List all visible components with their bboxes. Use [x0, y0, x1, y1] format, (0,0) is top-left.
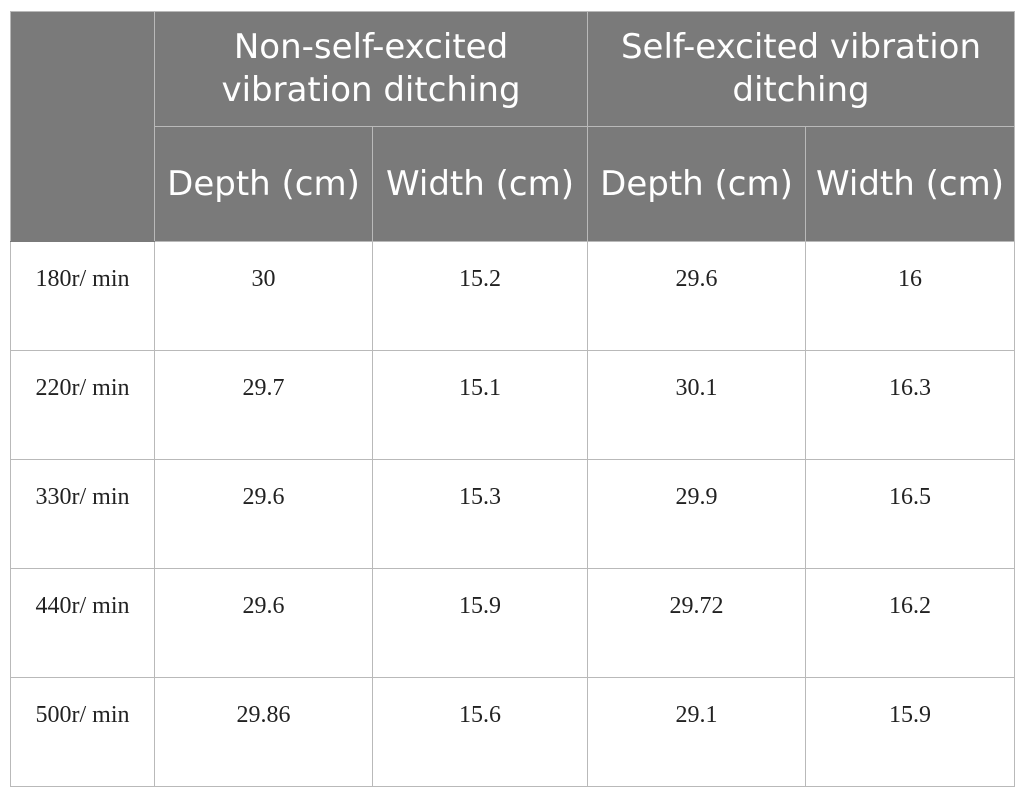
table-row: 220r/ min 29.7 15.1 30.1 16.3	[10, 350, 1015, 460]
value-cell: 15.1	[372, 350, 588, 460]
header-depth-non-self: Depth (cm)	[154, 126, 373, 242]
value-cell: 15.3	[372, 459, 588, 569]
value-cell: 15.2	[372, 241, 588, 351]
value-cell: 16	[805, 241, 1015, 351]
value-cell: 16.5	[805, 459, 1015, 569]
table-row: 500r/ min 29.86 15.6 29.1 15.9	[10, 677, 1015, 787]
value-cell: 16.3	[805, 350, 1015, 460]
value-cell: 16.2	[805, 568, 1015, 678]
table-row: 330r/ min 29.6 15.3 29.9 16.5	[10, 459, 1015, 569]
speed-cell: 220r/ min	[10, 350, 155, 460]
header-width-non-self: Width (cm)	[372, 126, 588, 242]
header-self-excited: Self-excited vibration ditching	[587, 11, 1015, 127]
header-depth-self: Depth (cm)	[587, 126, 806, 242]
value-cell: 29.72	[587, 568, 806, 678]
speed-cell: 500r/ min	[10, 677, 155, 787]
value-cell: 15.9	[372, 568, 588, 678]
value-cell: 30	[154, 241, 373, 351]
value-cell: 29.1	[587, 677, 806, 787]
value-cell: 29.9	[587, 459, 806, 569]
value-cell: 15.6	[372, 677, 588, 787]
value-cell: 29.6	[154, 459, 373, 569]
value-cell: 30.1	[587, 350, 806, 460]
speed-cell: 180r/ min	[10, 241, 155, 351]
header-group-row: Non-self-excited vibration ditching Self…	[10, 11, 1015, 242]
value-cell: 29.7	[154, 350, 373, 460]
table-body: 180r/ min 30 15.2 29.6 16 220r/ min 29.7…	[10, 241, 1015, 787]
value-cell: 29.6	[587, 241, 806, 351]
speed-cell: 330r/ min	[10, 459, 155, 569]
header-width-self: Width (cm)	[805, 126, 1015, 242]
corner-header-cell	[10, 11, 155, 242]
speed-cell: 440r/ min	[10, 568, 155, 678]
value-cell: 15.9	[805, 677, 1015, 787]
table-header: Non-self-excited vibration ditching Self…	[10, 11, 1015, 242]
value-cell: 29.86	[154, 677, 373, 787]
table-row: 180r/ min 30 15.2 29.6 16	[10, 241, 1015, 351]
header-non-self-excited: Non-self-excited vibration ditching	[154, 11, 588, 127]
data-table: Non-self-excited vibration ditching Self…	[10, 11, 1015, 787]
table-row: 440r/ min 29.6 15.9 29.72 16.2	[10, 568, 1015, 678]
header-subcolumn-row: Depth (cm) Width (cm) Depth (cm) Width (…	[11, 126, 1015, 242]
value-cell: 29.6	[154, 568, 373, 678]
